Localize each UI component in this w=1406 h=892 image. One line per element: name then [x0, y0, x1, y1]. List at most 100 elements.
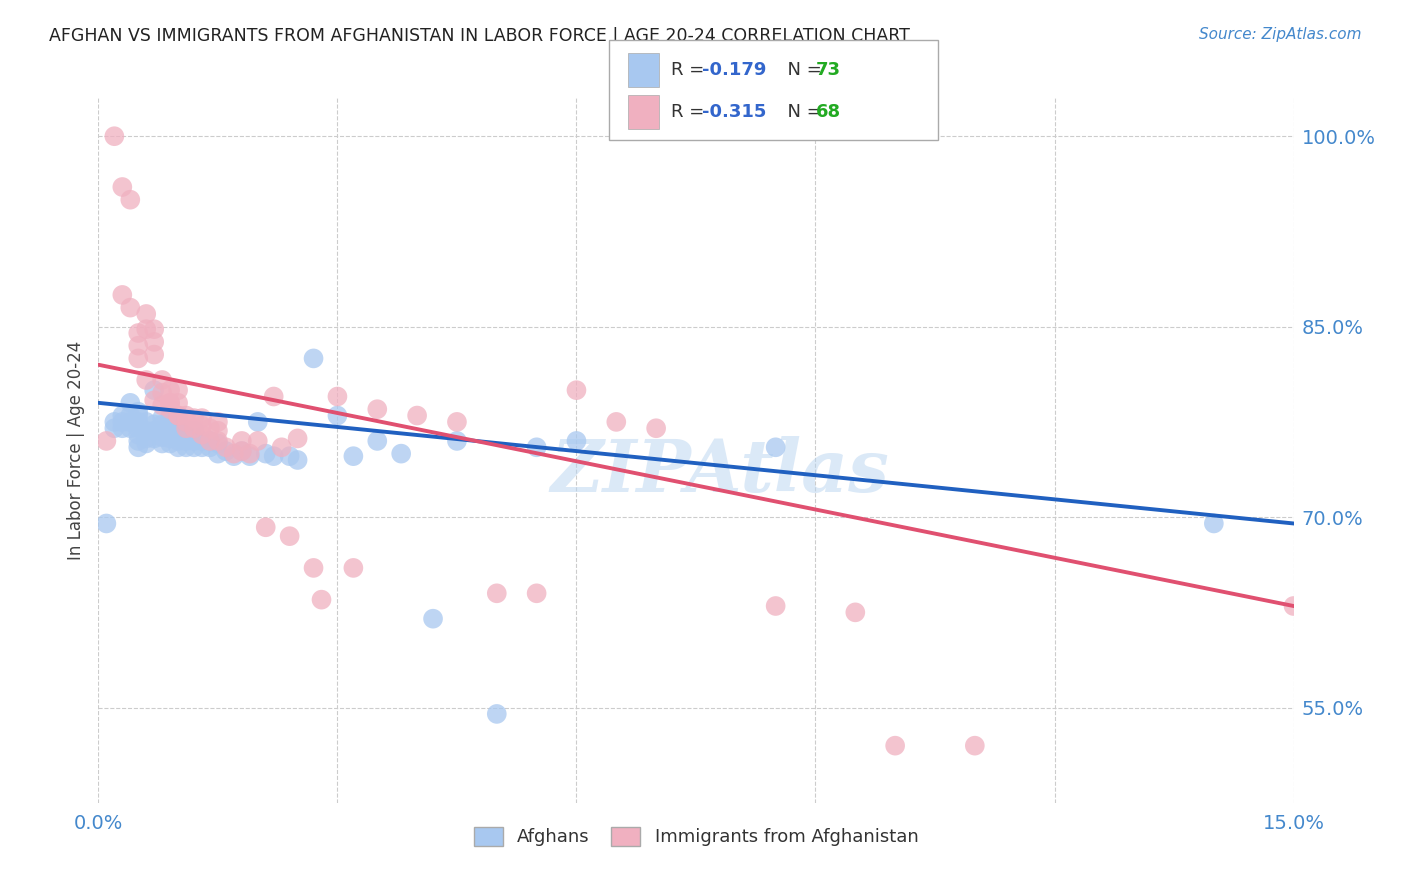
Point — [159, 383, 181, 397]
Point — [191, 427, 214, 442]
Point — [167, 421, 190, 435]
Point — [167, 409, 190, 423]
Point — [127, 415, 149, 429]
Point — [278, 529, 301, 543]
Point — [645, 421, 668, 435]
Point — [120, 396, 142, 410]
Point — [159, 425, 181, 439]
Text: Source: ZipAtlas.com: Source: ZipAtlas.com — [1198, 27, 1361, 42]
Point — [127, 427, 149, 442]
Text: -0.179: -0.179 — [702, 61, 766, 78]
Point — [167, 409, 190, 423]
Point — [342, 449, 364, 463]
Point — [326, 390, 349, 404]
Point — [174, 440, 197, 454]
Point — [143, 393, 166, 408]
Point — [287, 431, 309, 445]
Point — [103, 415, 125, 429]
Point — [207, 424, 229, 438]
Text: AFGHAN VS IMMIGRANTS FROM AFGHANISTAN IN LABOR FORCE | AGE 20-24 CORRELATION CHA: AFGHAN VS IMMIGRANTS FROM AFGHANISTAN IN… — [49, 27, 910, 45]
Point — [183, 434, 205, 448]
Point — [302, 351, 325, 366]
Point — [215, 440, 238, 454]
Point — [565, 383, 588, 397]
Point — [167, 427, 190, 442]
Point — [254, 447, 277, 461]
Point — [127, 440, 149, 454]
Point — [207, 434, 229, 448]
Point — [884, 739, 907, 753]
Point — [167, 396, 190, 410]
Point — [135, 307, 157, 321]
Text: R =: R = — [671, 103, 710, 121]
Point — [963, 739, 986, 753]
Point — [207, 415, 229, 429]
Point — [150, 411, 173, 425]
Point — [135, 424, 157, 438]
Point — [446, 415, 468, 429]
Point — [191, 411, 214, 425]
Point — [111, 180, 134, 194]
Point — [127, 351, 149, 366]
Point — [287, 453, 309, 467]
Text: R =: R = — [671, 61, 710, 78]
Point — [198, 440, 221, 454]
Point — [422, 612, 444, 626]
Point — [263, 449, 285, 463]
Point — [159, 396, 181, 410]
Point — [135, 373, 157, 387]
Point — [150, 430, 173, 444]
Point — [159, 436, 181, 450]
Point — [270, 440, 292, 454]
Point — [302, 561, 325, 575]
Point — [263, 390, 285, 404]
Point — [135, 431, 157, 445]
Point — [207, 447, 229, 461]
Point — [150, 436, 173, 450]
Point — [765, 599, 787, 613]
Point — [143, 348, 166, 362]
Point — [135, 415, 157, 429]
Point — [198, 421, 221, 435]
Point — [111, 415, 134, 429]
Point — [127, 434, 149, 448]
Point — [485, 586, 508, 600]
Point — [222, 449, 245, 463]
Point — [183, 421, 205, 435]
Point — [150, 385, 173, 400]
Point — [111, 288, 134, 302]
Point — [174, 421, 197, 435]
Point — [120, 409, 142, 423]
Point — [159, 402, 181, 417]
Point — [159, 431, 181, 445]
Text: N =: N = — [776, 103, 828, 121]
Point — [167, 434, 190, 448]
Point — [150, 373, 173, 387]
Point — [565, 434, 588, 448]
Point — [111, 409, 134, 423]
Point — [150, 424, 173, 438]
Point — [127, 405, 149, 419]
Point — [183, 440, 205, 454]
Point — [143, 424, 166, 438]
Point — [239, 449, 262, 463]
Point — [127, 409, 149, 423]
Point — [120, 193, 142, 207]
Point — [389, 447, 412, 461]
Point — [167, 440, 190, 454]
Point — [183, 411, 205, 425]
Point — [159, 417, 181, 432]
Point — [174, 424, 197, 438]
Point — [96, 434, 118, 448]
Point — [765, 440, 787, 454]
Point — [485, 706, 508, 721]
Legend: Afghans, Immigrants from Afghanistan: Afghans, Immigrants from Afghanistan — [467, 820, 925, 854]
Point — [198, 434, 221, 448]
Point — [120, 421, 142, 435]
Point — [1202, 516, 1225, 531]
Point — [174, 415, 197, 429]
Text: 73: 73 — [815, 61, 841, 78]
Point — [143, 417, 166, 432]
Point — [191, 440, 214, 454]
Point — [120, 301, 142, 315]
